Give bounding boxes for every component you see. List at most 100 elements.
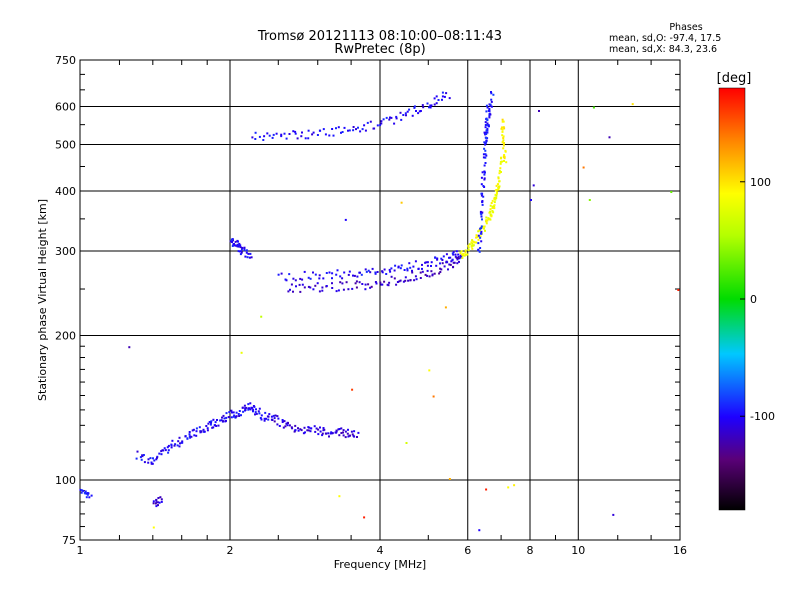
trace-point [459,252,462,254]
trace-point [433,272,436,275]
trace-point [484,131,487,134]
trace-point [371,267,374,270]
trace-point [492,93,495,96]
trace-point [475,234,478,237]
trace-point [479,236,482,239]
trace-point [253,405,256,408]
trace-point [82,489,85,492]
trace-point [495,194,498,197]
trace-point [445,253,448,256]
y-tick-label: 500 [55,139,76,152]
trace-point [85,496,88,499]
trace-point [304,137,307,140]
trace-point [462,253,465,256]
trace-point [155,498,158,501]
trace-point [491,210,494,212]
data-point [507,486,510,489]
trace-point [288,133,291,135]
trace-point [337,126,340,129]
trace-point [318,290,321,293]
trace-point [332,134,335,137]
data-point [428,369,431,372]
trace-point [408,262,411,265]
trace-point [234,240,237,243]
trace-point [495,189,498,191]
trace-point [489,103,492,106]
trace-point [301,278,304,281]
trace-point [328,134,331,137]
trace-point [265,417,267,420]
trace-point [338,428,341,430]
trace-point [406,110,409,113]
trace-point [335,429,338,432]
trace-point [234,244,237,247]
trace-point [448,263,451,266]
trace-point [462,254,465,257]
trace-point [277,273,280,276]
trace-point [210,420,213,423]
data-point [400,201,403,204]
trace-point [428,275,431,278]
trace-point [268,134,271,137]
trace-point [399,279,402,282]
trace-point [309,430,312,433]
trace-point [238,250,241,253]
trace-point [237,244,240,247]
trace-point [413,106,416,109]
trace-point [88,496,91,499]
trace-point [480,232,483,235]
trace-point [445,92,448,95]
trace-point [348,270,351,273]
trace-point [292,290,294,293]
trace-point [471,247,474,250]
trace-point [456,258,459,261]
phases-heading: Phases [669,22,703,33]
trace-point [223,417,226,420]
trace-point [426,261,429,264]
trace-point [414,275,417,278]
trace-point [306,429,309,432]
trace-point [484,156,487,159]
trace-point [307,137,310,140]
trace-point [160,453,163,456]
trace-point [342,434,345,437]
trace-point [430,265,432,267]
trace-point [294,132,297,135]
trace-point [443,95,446,98]
trace-point [245,249,248,252]
trace-point [225,416,228,419]
trace-point [488,116,491,119]
trace-point [404,279,407,282]
trace-point [480,213,483,216]
trace-point [323,428,326,431]
trace-point [443,265,446,268]
data-point [448,478,451,480]
trace-point [463,254,466,257]
trace-point [411,271,414,274]
trace-point [340,432,343,434]
trace-point [307,429,310,432]
trace-point [483,227,485,230]
trace-point [202,428,205,431]
chart-subtitle: RwPretec (8p) [334,42,426,57]
trace-point [426,274,429,277]
trace-point [290,426,293,429]
trace-point [159,496,162,499]
trace-point [491,199,494,202]
trace-point [484,126,487,129]
trace-point [482,185,485,187]
trace-point [303,286,306,289]
trace-point [475,241,478,244]
trace-point [436,258,439,261]
trace-point [421,263,423,266]
trace-point [419,277,422,279]
y-tick-label: 200 [55,330,76,343]
trace-point [437,99,440,101]
y-tick-label: 750 [55,54,76,67]
trace-point [501,134,504,137]
trace-point [285,279,288,282]
trace-point [455,250,458,253]
x-axis-label: Frequency [MHz] [334,558,426,571]
trace-point [158,501,161,504]
